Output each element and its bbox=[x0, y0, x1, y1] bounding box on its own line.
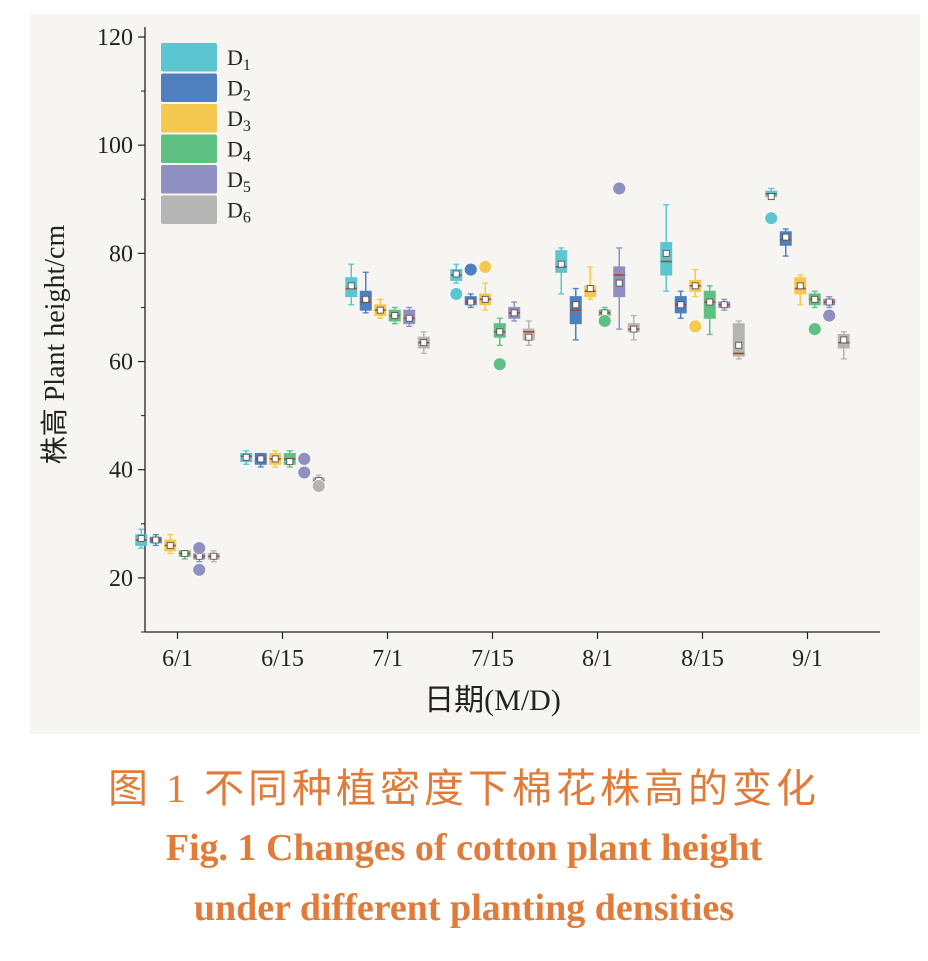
mean-marker bbox=[467, 298, 475, 306]
mean-marker bbox=[586, 285, 594, 292]
mean-marker bbox=[735, 341, 743, 349]
mean-marker bbox=[271, 455, 279, 463]
outlier-point bbox=[449, 287, 464, 301]
y-tick-label: 20 bbox=[109, 566, 133, 592]
outlier-point bbox=[192, 541, 207, 556]
mean-marker bbox=[452, 270, 460, 278]
y-tick-label: 120 bbox=[97, 25, 133, 51]
box-d6 bbox=[732, 323, 745, 357]
outlier-point bbox=[807, 322, 822, 336]
mean-marker bbox=[166, 542, 174, 549]
mean-marker bbox=[811, 295, 819, 303]
mean-marker bbox=[510, 309, 518, 317]
y-tick-label: 80 bbox=[109, 241, 133, 267]
legend-swatch-d6 bbox=[161, 195, 217, 224]
outlier-point bbox=[463, 262, 478, 277]
mean-marker bbox=[210, 552, 218, 560]
mean-marker bbox=[152, 536, 160, 544]
mean-marker bbox=[677, 301, 685, 309]
y-axis-title: 株高 Plant height/cm bbox=[39, 225, 71, 465]
x-axis-title: 日期(M/D) bbox=[424, 684, 561, 717]
mean-marker bbox=[691, 282, 699, 290]
outlier-point bbox=[612, 181, 627, 196]
legend-swatch-d2 bbox=[161, 73, 217, 102]
mean-marker bbox=[557, 260, 565, 268]
mean-marker bbox=[572, 301, 580, 309]
outlier-point bbox=[688, 319, 703, 334]
boxplot-chart: 20 40 60 80 100 120 6/1 6/15 7/1 7/15 8/1 8/15 9/1 日期… bbox=[39, 25, 880, 717]
mean-marker bbox=[405, 314, 413, 322]
x-tick-label: 8/15 bbox=[681, 646, 724, 672]
mean-marker bbox=[242, 453, 250, 461]
x-tick-label: 7/1 bbox=[372, 646, 403, 672]
mean-marker bbox=[391, 312, 399, 320]
y-tick-label: 60 bbox=[109, 350, 133, 376]
legend-swatch-d5 bbox=[161, 165, 217, 194]
legend-label-d2: D2 bbox=[227, 76, 251, 105]
figure-caption-english-line1: Fig. 1 Changes of cotton plant height bbox=[165, 827, 763, 869]
outlier-point bbox=[492, 357, 507, 372]
mean-marker bbox=[825, 298, 833, 306]
box-d1 bbox=[660, 242, 673, 276]
mean-marker bbox=[615, 279, 623, 287]
mean-marker bbox=[481, 295, 489, 303]
legend-label-d1: D1 bbox=[227, 45, 251, 74]
mean-marker bbox=[720, 301, 728, 309]
outlier-point bbox=[297, 452, 312, 466]
mean-marker bbox=[496, 328, 504, 336]
y-tick-label: 40 bbox=[109, 458, 133, 484]
x-tick-label: 6/15 bbox=[261, 646, 304, 672]
legend-swatch-d1 bbox=[161, 43, 217, 72]
outlier-point bbox=[764, 211, 779, 226]
mean-marker bbox=[286, 458, 294, 466]
x-tick-label: 9/1 bbox=[792, 646, 823, 672]
mean-marker bbox=[706, 298, 714, 306]
y-tick-label: 100 bbox=[97, 133, 133, 159]
mean-marker bbox=[347, 282, 355, 290]
outlier-point bbox=[311, 479, 326, 493]
mean-marker bbox=[767, 193, 775, 201]
figure-caption-english-line2: under different planting densities bbox=[193, 887, 735, 929]
outlier-point bbox=[597, 314, 612, 328]
x-tick-label: 6/1 bbox=[162, 646, 193, 672]
mean-marker bbox=[181, 550, 189, 558]
outlier-point bbox=[192, 562, 207, 577]
x-tick-label: 8/1 bbox=[582, 646, 613, 672]
legend-label-d3: D3 bbox=[227, 106, 251, 135]
plot-panel: 20 40 60 80 100 120 6/1 6/15 7/1 7/15 8/1 8/15 9/1 日期… bbox=[30, 14, 920, 734]
outlier-point bbox=[297, 465, 312, 480]
mean-marker bbox=[420, 339, 428, 347]
outlier-point bbox=[478, 259, 493, 274]
mean-marker bbox=[840, 336, 848, 344]
mean-marker bbox=[362, 295, 370, 303]
legend-swatch-d4 bbox=[161, 134, 217, 163]
x-tick-label: 7/15 bbox=[471, 646, 514, 672]
outlier-point bbox=[822, 308, 837, 323]
mean-marker bbox=[137, 534, 145, 542]
mean-marker bbox=[525, 333, 533, 341]
mean-marker bbox=[257, 455, 265, 463]
legend-label-d6: D6 bbox=[227, 198, 251, 227]
mean-marker bbox=[782, 233, 790, 241]
mean-marker bbox=[376, 306, 384, 314]
legend-swatch-d3 bbox=[161, 104, 217, 133]
legend-label-d5: D5 bbox=[227, 167, 251, 196]
legend-label-d4: D4 bbox=[227, 137, 251, 166]
mean-marker bbox=[662, 249, 670, 257]
mean-marker bbox=[630, 325, 638, 333]
figure-caption-chinese: 图 1 不同种植密度下棉花株高的变化 bbox=[108, 766, 820, 811]
mean-marker bbox=[796, 282, 804, 290]
